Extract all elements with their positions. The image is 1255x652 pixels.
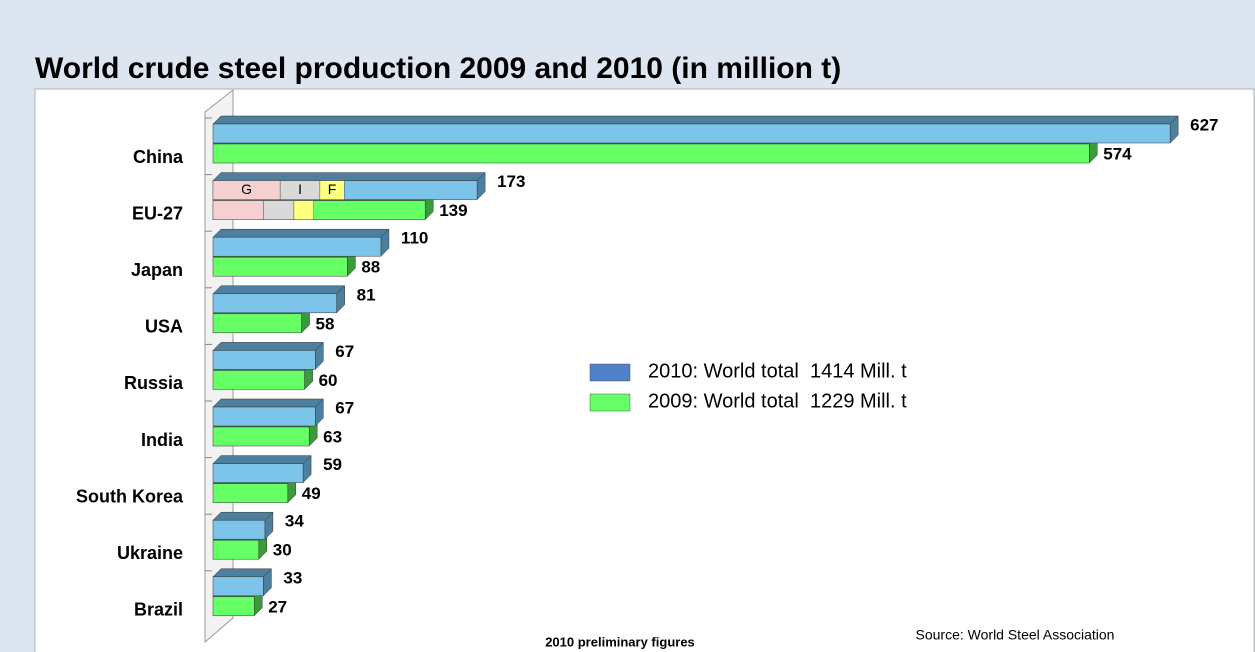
eu-segment bbox=[293, 200, 315, 220]
eu-segment-label: F bbox=[328, 181, 337, 197]
y-tick-label: South Korea bbox=[76, 486, 184, 506]
y-tick-label: USA bbox=[145, 317, 183, 337]
data-label: 63 bbox=[323, 427, 342, 446]
eu-segment bbox=[263, 200, 295, 220]
bar bbox=[212, 596, 255, 617]
bar bbox=[212, 576, 264, 597]
y-tick-label: India bbox=[141, 430, 184, 450]
data-label: 67 bbox=[335, 342, 354, 361]
bar bbox=[212, 519, 266, 540]
eu-segment bbox=[212, 200, 264, 220]
bar bbox=[212, 143, 1090, 164]
bar-top bbox=[212, 285, 346, 295]
y-tick-label: Brazil bbox=[134, 600, 183, 620]
bar-top bbox=[212, 511, 274, 521]
data-label: 30 bbox=[273, 541, 292, 560]
bar bbox=[212, 539, 260, 560]
bar bbox=[212, 293, 337, 314]
bar-top bbox=[212, 398, 324, 408]
data-label: 139 bbox=[439, 201, 467, 220]
bar bbox=[212, 256, 348, 277]
bar bbox=[212, 313, 302, 334]
bar bbox=[212, 236, 382, 257]
bar bbox=[212, 123, 1171, 144]
source: Source: World Steel Association bbox=[916, 627, 1115, 643]
bar bbox=[212, 370, 305, 390]
y-tick-label: EU-27 bbox=[132, 203, 183, 223]
legend-swatch bbox=[589, 393, 631, 412]
data-label: 33 bbox=[283, 568, 302, 587]
data-label: 60 bbox=[319, 371, 338, 390]
chart-title: World crude steel production 2009 and 20… bbox=[35, 52, 841, 85]
bar-top bbox=[212, 172, 486, 181]
bar bbox=[212, 463, 304, 483]
data-label: 574 bbox=[1103, 144, 1132, 163]
data-label: 88 bbox=[361, 258, 380, 277]
bar-top bbox=[212, 568, 272, 578]
bar bbox=[212, 426, 310, 447]
data-label: 34 bbox=[285, 512, 304, 531]
data-label: 58 bbox=[316, 314, 335, 333]
data-label: 81 bbox=[357, 285, 376, 304]
eu-segment-label: I bbox=[298, 181, 302, 197]
eu-segment bbox=[319, 180, 345, 200]
eu-segment-label: G bbox=[241, 181, 252, 197]
bar bbox=[212, 483, 289, 503]
data-label: 110 bbox=[401, 229, 428, 248]
y-tick-label: Japan bbox=[131, 260, 183, 280]
bar-top bbox=[212, 228, 390, 238]
data-label: 67 bbox=[335, 398, 354, 417]
data-label: 173 bbox=[497, 172, 525, 191]
legend-label: 2010: World total 1414 Mill. t bbox=[648, 360, 907, 382]
bar bbox=[212, 406, 316, 427]
data-label: 27 bbox=[268, 597, 287, 616]
data-label: 49 bbox=[302, 484, 321, 503]
data-label: 627 bbox=[1190, 115, 1218, 134]
y-tick-label: Ukraine bbox=[117, 543, 183, 563]
legend-swatch bbox=[589, 363, 631, 382]
note: 2010 preliminary figures bbox=[545, 634, 695, 649]
y-tick-label: China bbox=[133, 147, 184, 167]
data-label: 59 bbox=[323, 455, 342, 474]
bar-top bbox=[212, 455, 312, 464]
bar-top bbox=[212, 342, 324, 351]
legend-label: 2009: World total 1229 Mill. t bbox=[648, 390, 907, 412]
y-tick-label: Russia bbox=[124, 373, 184, 393]
bar-top bbox=[212, 115, 1179, 125]
bar bbox=[212, 350, 316, 370]
